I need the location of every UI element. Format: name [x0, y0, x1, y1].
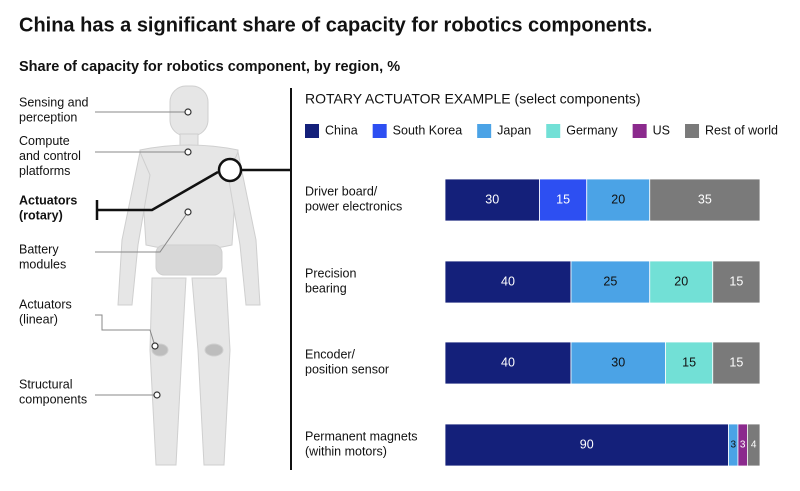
bar-segment: [665, 341, 714, 385]
part-label: Structural components: [19, 378, 87, 407]
legend-label: US: [653, 123, 670, 137]
legend-swatch: [477, 124, 492, 138]
part-label: Sensing and perception: [19, 96, 89, 125]
legend-label: China: [325, 123, 358, 137]
value-label: 20: [611, 192, 625, 206]
chart-title: China has a significant share of capacit…: [19, 14, 652, 36]
legend-label: Germany: [566, 123, 618, 137]
bar-segment: [712, 341, 761, 385]
value-label: 3: [740, 440, 746, 451]
category-label: Permanent magnets (within motors): [305, 430, 418, 459]
value-label: 40: [501, 355, 515, 369]
value-label: 35: [698, 192, 712, 206]
value-label: 30: [485, 192, 499, 206]
bar-segment: [649, 178, 761, 222]
value-label: 30: [611, 355, 625, 369]
highlight-circle: [217, 157, 243, 183]
legend-swatch: [546, 124, 561, 138]
bar-segment: [444, 260, 572, 304]
chart-subtitle: Share of capacity for robotics component…: [19, 59, 400, 75]
leader-lines: [95, 111, 189, 396]
category-label: Encoder/position sensor: [305, 348, 389, 377]
legend-label: South Korea: [393, 123, 463, 137]
bar-segment: [712, 260, 761, 304]
bar-segment: [444, 423, 729, 467]
part-label: Compute and control platforms: [19, 134, 81, 178]
bar-segment: [444, 341, 572, 385]
category-label: Driver board/power electronics: [305, 185, 402, 214]
value-label: 15: [556, 192, 570, 206]
bar-segment: [570, 260, 651, 304]
legend-swatch: [372, 124, 387, 138]
category-label: Precision bearing: [305, 267, 356, 296]
value-label: 25: [603, 274, 617, 288]
value-label: 15: [729, 355, 743, 369]
part-label: Actuators (linear): [19, 298, 72, 327]
value-label: 3: [730, 440, 736, 451]
legend-swatch: [305, 124, 319, 138]
value-label: 4: [751, 440, 757, 451]
panel-title: ROTARY ACTUATOR EXAMPLE (select componen…: [305, 91, 641, 107]
bar-segment: [747, 423, 761, 467]
legend-swatch: [685, 124, 700, 138]
legend-swatch: [632, 124, 647, 138]
value-label: 15: [682, 355, 696, 369]
highlight-lines: [95, 168, 291, 220]
value-label: 15: [729, 274, 743, 288]
robot: [117, 85, 261, 466]
value-label: 20: [674, 274, 688, 288]
part-label: Battery modules: [19, 243, 66, 272]
bar-segment: [586, 178, 651, 222]
part-label: Actuators (rotary): [19, 194, 77, 223]
bar-segment: [570, 341, 666, 385]
value-label: 40: [501, 274, 515, 288]
part-dots: [151, 108, 192, 399]
legend-label: Japan: [497, 123, 531, 137]
bar-segment: [649, 260, 714, 304]
value-label: 90: [580, 437, 594, 451]
legend-label: Rest of world: [705, 123, 778, 137]
